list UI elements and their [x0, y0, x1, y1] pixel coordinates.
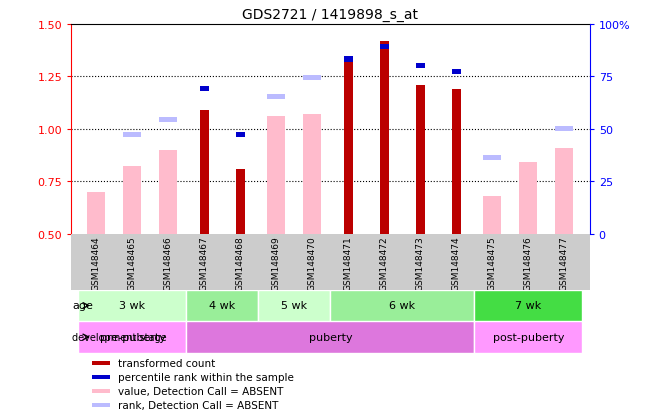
Bar [268, 117, 286, 234]
Bar [474, 321, 583, 353]
Bar [159, 150, 178, 234]
Bar [380, 45, 389, 50]
Text: 6 wk: 6 wk [389, 301, 415, 311]
Text: GSM148471: GSM148471 [344, 236, 353, 290]
Text: GSM148475: GSM148475 [488, 236, 497, 290]
Text: GSM148477: GSM148477 [560, 236, 569, 290]
Bar [555, 126, 573, 131]
Text: pre-puberty: pre-puberty [100, 332, 165, 342]
Bar [78, 321, 187, 353]
Bar [303, 115, 321, 234]
Bar [268, 95, 286, 100]
Text: GSM148469: GSM148469 [272, 236, 281, 290]
Text: GSM148467: GSM148467 [200, 236, 209, 290]
Bar [124, 167, 141, 234]
Text: age: age [72, 301, 93, 311]
Bar [92, 361, 110, 365]
Text: 4 wk: 4 wk [209, 301, 236, 311]
Bar [187, 321, 474, 353]
Bar [330, 290, 474, 321]
Bar [452, 90, 461, 234]
Text: 3 wk: 3 wk [119, 301, 146, 311]
Bar [235, 169, 246, 234]
Bar [483, 196, 502, 234]
Text: development stage: development stage [72, 332, 167, 342]
Bar [415, 85, 426, 234]
Bar [555, 148, 573, 234]
Bar [92, 403, 110, 407]
Bar [343, 57, 353, 62]
Bar [200, 86, 209, 92]
Bar [187, 290, 259, 321]
Text: GSM148476: GSM148476 [524, 236, 533, 290]
Bar [78, 290, 187, 321]
Text: GSM148468: GSM148468 [236, 236, 245, 290]
Bar [415, 64, 426, 69]
Text: puberty: puberty [308, 332, 353, 342]
Bar [92, 389, 110, 393]
Bar [235, 133, 246, 138]
Bar [124, 133, 141, 138]
Text: 5 wk: 5 wk [281, 301, 308, 311]
Text: post-puberty: post-puberty [492, 332, 564, 342]
Text: rank, Detection Call = ABSENT: rank, Detection Call = ABSENT [118, 400, 278, 410]
Bar [380, 42, 389, 234]
Bar [452, 70, 461, 75]
Text: percentile rank within the sample: percentile rank within the sample [118, 372, 294, 382]
Bar [474, 290, 583, 321]
Bar [87, 192, 106, 234]
Text: value, Detection Call = ABSENT: value, Detection Call = ABSENT [118, 386, 283, 396]
Text: GSM148465: GSM148465 [128, 236, 137, 290]
Bar [520, 163, 537, 234]
Bar [303, 76, 321, 81]
Text: GSM148466: GSM148466 [164, 236, 173, 290]
Text: 7 wk: 7 wk [515, 301, 542, 311]
Title: GDS2721 / 1419898_s_at: GDS2721 / 1419898_s_at [242, 8, 419, 22]
Bar [92, 375, 110, 379]
Bar [343, 58, 353, 234]
Bar [483, 156, 502, 161]
Text: GSM148472: GSM148472 [380, 236, 389, 290]
Text: transformed count: transformed count [118, 358, 215, 368]
Bar [159, 118, 178, 123]
Bar [259, 290, 330, 321]
Text: GSM148474: GSM148474 [452, 236, 461, 290]
Text: GSM148464: GSM148464 [92, 236, 101, 290]
Text: GSM148470: GSM148470 [308, 236, 317, 290]
Text: GSM148473: GSM148473 [416, 236, 425, 290]
Bar [200, 111, 209, 234]
